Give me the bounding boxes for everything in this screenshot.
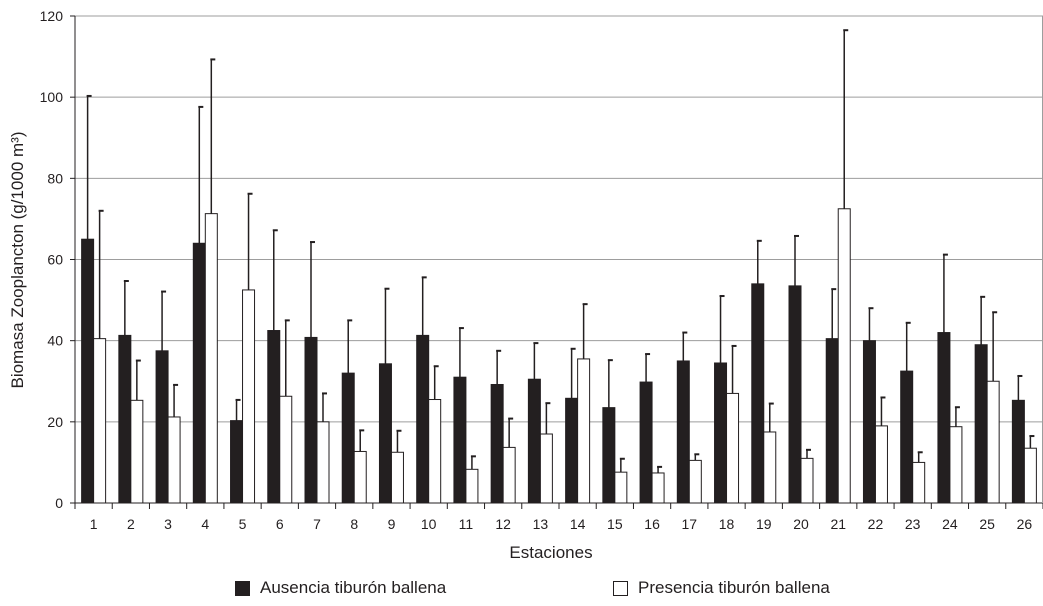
bar-ausencia <box>304 336 318 504</box>
legend-item-presencia: Presencia tiburón ballena <box>613 578 830 598</box>
bar-presencia <box>279 395 293 504</box>
x-tick-label: 22 <box>868 516 884 532</box>
x-tick-label: 18 <box>719 516 735 532</box>
bar-ausencia <box>81 238 95 504</box>
bar-presencia <box>577 358 591 504</box>
x-tick-label: 16 <box>644 516 660 532</box>
bar-ausencia <box>751 283 765 504</box>
x-tick-label: 10 <box>421 516 437 532</box>
bar-ausencia <box>192 242 206 504</box>
bar-presencia <box>912 461 926 504</box>
bar-ausencia <box>155 350 169 504</box>
bar-ausencia <box>527 378 541 504</box>
bars <box>81 29 1037 504</box>
legend-label-ausencia: Ausencia tiburón ballena <box>260 578 447 597</box>
legend-swatch-light <box>613 580 628 596</box>
bar-ausencia <box>230 420 244 504</box>
legend-swatch-dark <box>235 580 250 596</box>
bar-presencia <box>651 472 665 504</box>
bar-presencia <box>390 451 404 504</box>
x-tick-label: 21 <box>830 516 846 532</box>
bar-ausencia <box>900 370 914 504</box>
bar-presencia <box>949 426 963 504</box>
bar-presencia <box>763 431 777 504</box>
bar-ausencia <box>862 340 876 504</box>
bar-ausencia <box>825 338 839 504</box>
bar-presencia <box>130 399 144 504</box>
x-tick-label: 20 <box>793 516 809 532</box>
y-axis-title: Biomasa Zooplancton (g/1000 m³) <box>8 131 27 388</box>
bar-presencia <box>539 433 553 504</box>
bar-presencia <box>204 213 218 504</box>
bar-ausencia <box>676 360 690 504</box>
bar-ausencia <box>453 376 467 504</box>
x-tick-label: 8 <box>350 516 358 532</box>
bar-presencia <box>242 289 256 504</box>
x-tick-label: 15 <box>607 516 623 532</box>
bar-ausencia <box>490 383 504 504</box>
bar-ausencia <box>416 334 430 504</box>
x-tick-label: 19 <box>756 516 772 532</box>
bar-ausencia <box>788 285 802 504</box>
bar-ausencia <box>267 330 281 504</box>
bar-presencia <box>502 446 516 504</box>
x-axis-title: Estaciones <box>509 543 592 562</box>
y-tick-label: 120 <box>40 8 64 24</box>
x-tick-label: 2 <box>127 516 135 532</box>
y-tick-label: 40 <box>47 333 63 349</box>
bar-presencia <box>428 399 442 504</box>
bar-ausencia <box>378 363 392 504</box>
x-tick-label: 26 <box>1017 516 1033 532</box>
x-tick-label: 12 <box>495 516 511 532</box>
x-tick-label: 5 <box>239 516 247 532</box>
x-tick-label: 9 <box>388 516 396 532</box>
bar-presencia <box>986 380 1000 504</box>
bar-presencia <box>688 459 702 504</box>
bar-ausencia <box>937 332 951 504</box>
x-tick-label: 13 <box>533 516 549 532</box>
y-tick-label: 100 <box>40 89 64 105</box>
y-tick-label: 80 <box>47 170 63 186</box>
bar-presencia <box>614 471 628 504</box>
y-tick-label: 0 <box>55 495 63 511</box>
legend-label-presencia: Presencia tiburón ballena <box>638 578 830 597</box>
x-tick-label: 25 <box>979 516 995 532</box>
y-tick-label: 60 <box>47 252 63 268</box>
x-tick-label: 17 <box>682 516 698 532</box>
x-tick-label: 14 <box>570 516 586 532</box>
bar-ausencia <box>974 344 988 504</box>
x-tick-label: 23 <box>905 516 921 532</box>
legend-item-ausencia: Ausencia tiburón ballena <box>235 578 446 598</box>
x-tick-label: 11 <box>459 516 474 532</box>
bar-presencia <box>800 457 814 504</box>
bar-presencia <box>1023 447 1037 504</box>
x-tick-label: 3 <box>164 516 172 532</box>
x-tick-label: 4 <box>201 516 209 532</box>
gridlines <box>75 15 1043 423</box>
bar-presencia <box>93 338 107 504</box>
bar-ausencia <box>118 334 132 504</box>
bar-ausencia <box>639 381 653 504</box>
x-tick-label: 7 <box>313 516 321 532</box>
bar-presencia <box>726 392 740 504</box>
bar-ausencia <box>341 372 355 504</box>
bar-presencia <box>874 425 888 504</box>
y-tick-label: 20 <box>47 414 63 430</box>
bar-ausencia <box>565 397 579 504</box>
x-tick-label: 1 <box>90 516 98 532</box>
bar-presencia <box>353 450 367 504</box>
x-tick-label: 6 <box>276 516 284 532</box>
bar-ausencia <box>1011 399 1025 504</box>
bar-presencia <box>837 208 851 504</box>
x-tick-label: 24 <box>942 516 958 532</box>
bar-presencia <box>316 421 330 504</box>
bar-ausencia <box>602 407 616 504</box>
bar-presencia <box>167 416 181 504</box>
bar-ausencia <box>714 362 728 504</box>
legend: Ausencia tiburón ballena Presencia tibur… <box>0 578 1043 606</box>
bar-presencia <box>465 468 479 504</box>
